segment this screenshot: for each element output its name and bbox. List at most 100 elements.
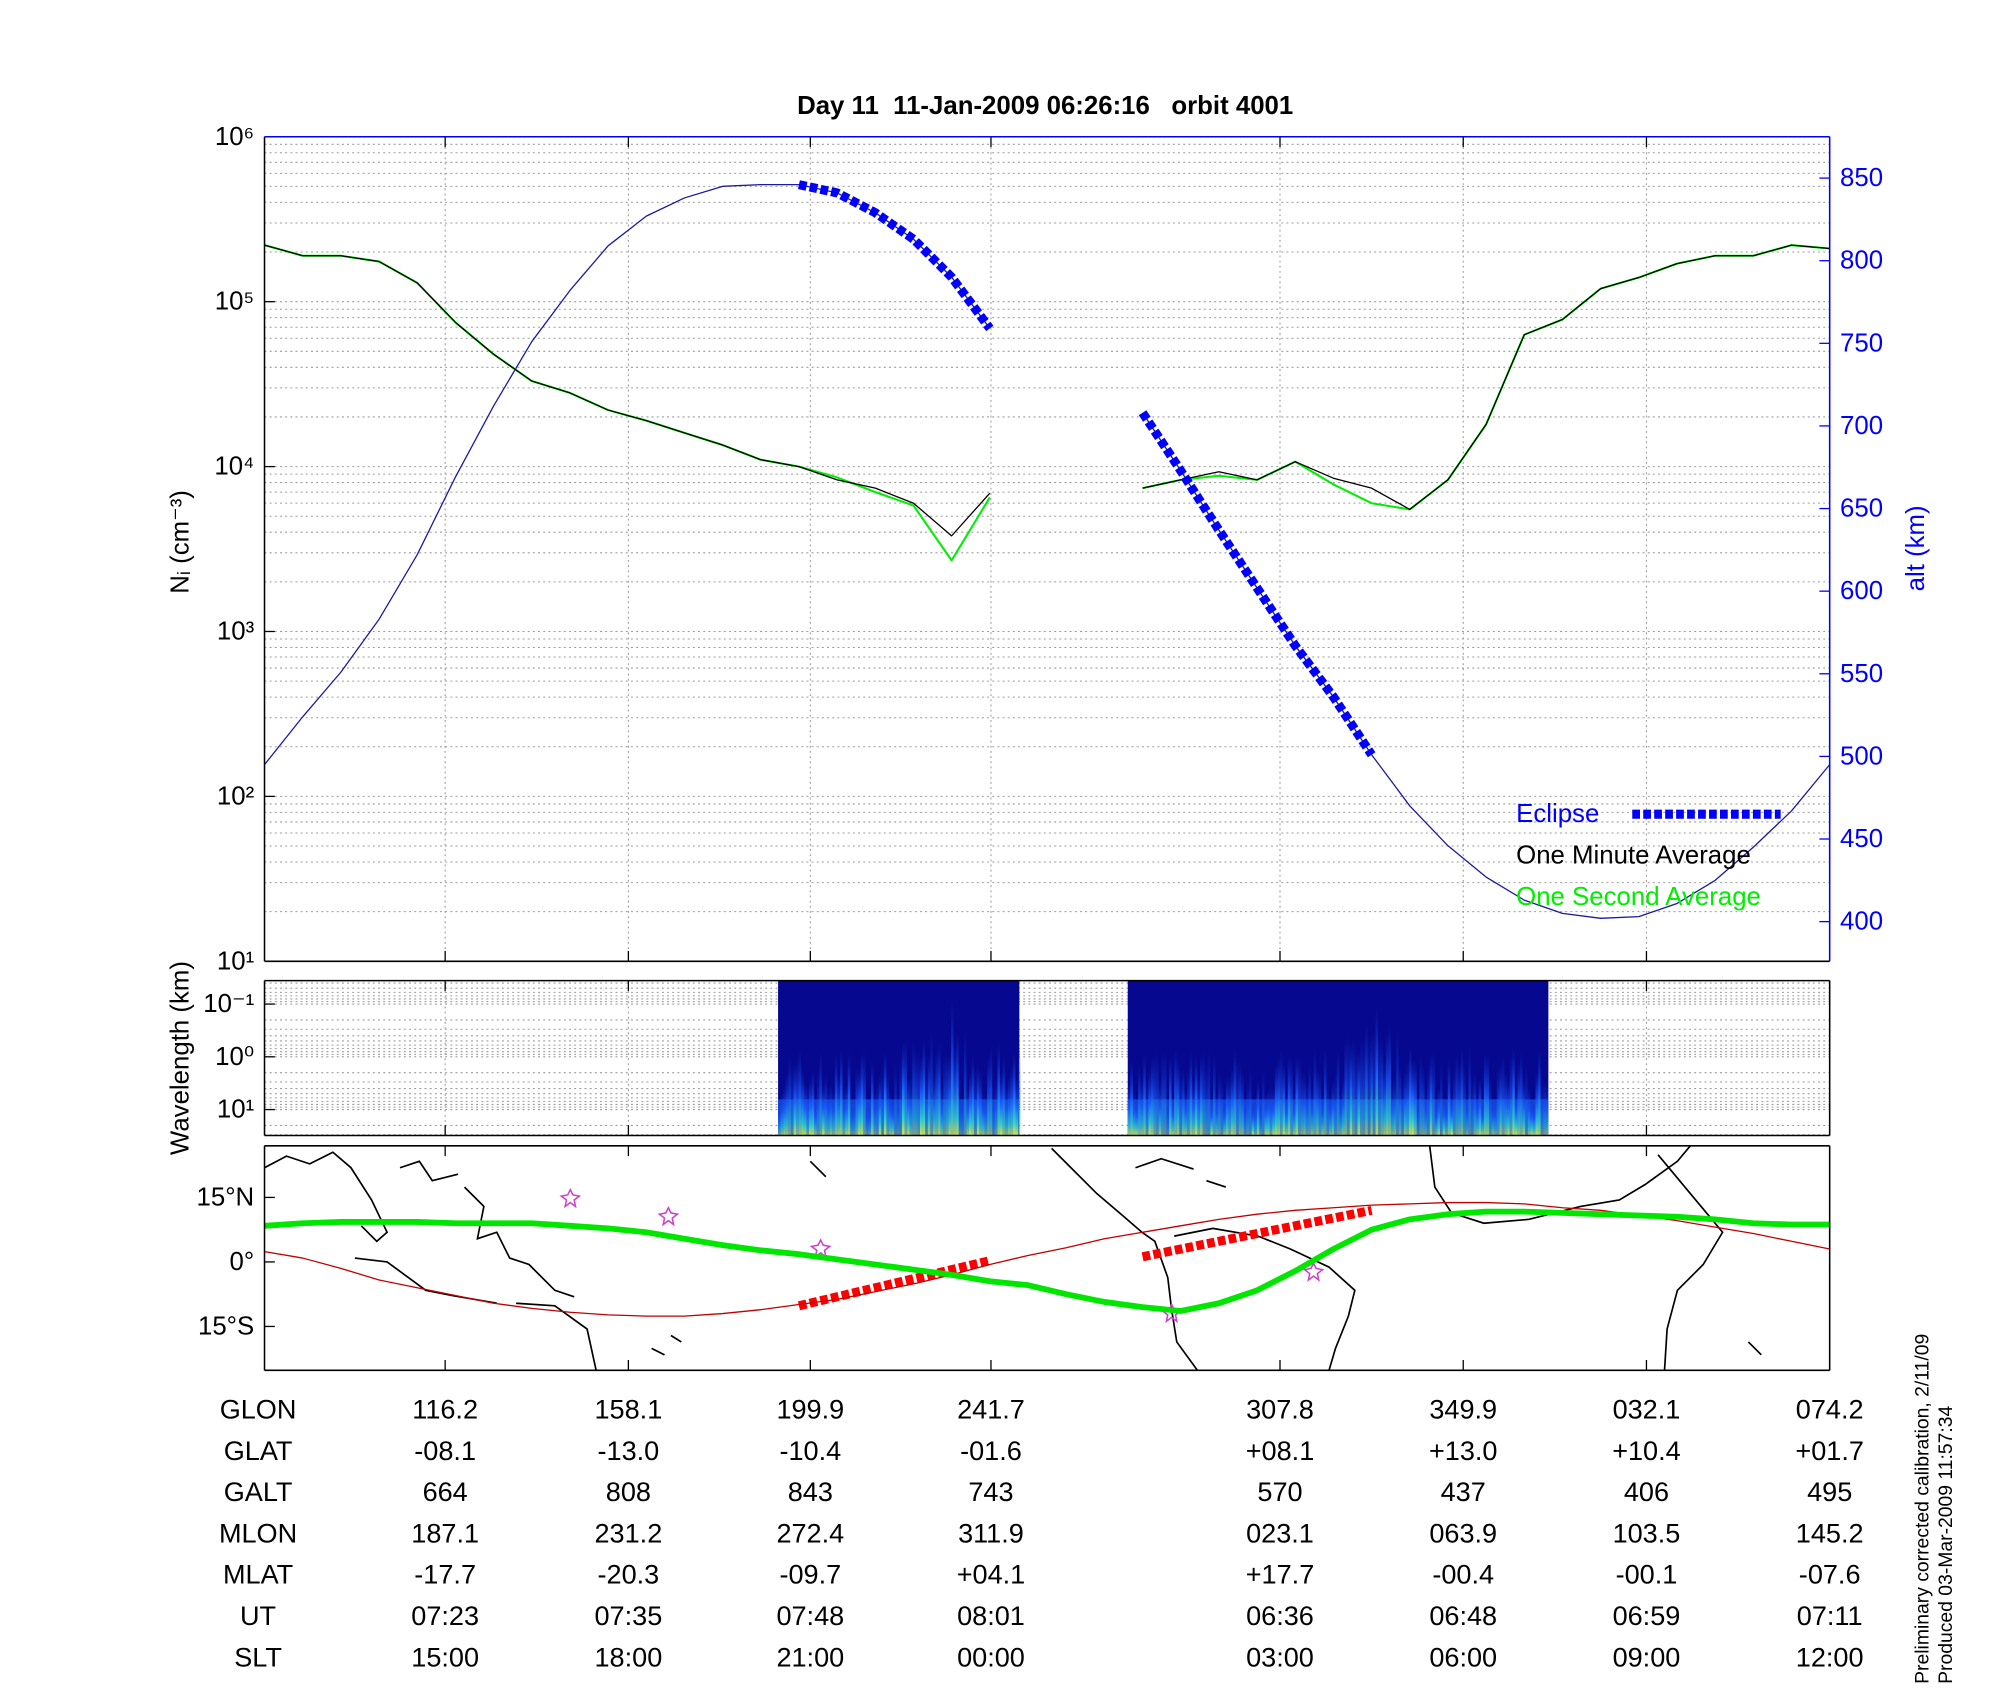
spectrogram-column (901, 1041, 905, 1136)
spectrogram-column (819, 1050, 822, 1136)
y2-tick-label: 600 (1840, 577, 1883, 605)
spectrogram-column (1264, 1093, 1268, 1136)
spectrogram-column (1499, 1061, 1502, 1136)
table-cell: 07:48 (776, 1600, 844, 1631)
spectrogram-column (1292, 1091, 1296, 1136)
spectrogram-column (1470, 1075, 1474, 1136)
spectrogram-column (1015, 1077, 1019, 1136)
spectrogram-column (1378, 1033, 1381, 1136)
spectrogram-column (945, 1052, 949, 1136)
spectrogram-column (1380, 1037, 1384, 1136)
spectrogram-column (837, 1073, 840, 1136)
spectrogram-column (1437, 1087, 1440, 1136)
spectrogram-column (1145, 1078, 1149, 1136)
spectrogram-column (1329, 1093, 1332, 1136)
coastline (516, 1302, 597, 1371)
spectrogram-column (917, 1049, 920, 1136)
table-row-label: GLON (220, 1394, 297, 1425)
spectrogram-column (889, 1090, 892, 1136)
spectrogram-column (1267, 1088, 1270, 1136)
spectrogram-column (1274, 1063, 1278, 1136)
spectrogram-column (1305, 1080, 1309, 1136)
table-row-label: MLAT (223, 1559, 293, 1590)
spectrogram-column (1153, 1052, 1157, 1136)
spectrogram-column (956, 1031, 959, 1136)
table-cell: 063.9 (1429, 1517, 1497, 1548)
footer-note: Preliminary corrected calibration, 2/11/… (1912, 1334, 1934, 1684)
spectrogram-column (1349, 1042, 1353, 1136)
spectrogram-column (1277, 1055, 1280, 1136)
table-cell: 843 (788, 1476, 833, 1507)
y2-tick-label: 650 (1840, 495, 1883, 523)
spectrogram-column (1367, 1032, 1371, 1136)
spectrogram-column (981, 1090, 985, 1136)
spectrogram-column (834, 1053, 838, 1136)
spectrogram-column (821, 1083, 825, 1136)
spectrogram-column (894, 1059, 897, 1136)
table-row-label: GLAT (224, 1435, 293, 1466)
table-cell: 664 (423, 1476, 468, 1507)
y2-tick-label: 450 (1840, 825, 1883, 853)
spectrogram-column (1300, 1070, 1304, 1136)
coastlines (264, 1145, 1762, 1371)
spectrogram-column (883, 1050, 887, 1136)
spectrogram-column (1156, 1049, 1159, 1136)
table-cell: +04.1 (957, 1559, 1026, 1590)
station-star (559, 1187, 582, 1209)
table-row-label: MLON (219, 1517, 297, 1548)
spectrogram-column (1354, 1044, 1358, 1136)
series-line (264, 244, 1830, 562)
spectrogram-column (1429, 1052, 1433, 1136)
spectrogram-column (1313, 1048, 1317, 1136)
spectrogram-column (1424, 1089, 1428, 1136)
spectrogram-column (1517, 1061, 1520, 1136)
spectrogram-column (1007, 1074, 1011, 1136)
spectrogram-column (938, 1041, 941, 1136)
spectrogram-column (1238, 1061, 1242, 1136)
spectrogram-column (1150, 1055, 1154, 1136)
spectrogram-column (814, 1099, 817, 1136)
spectrogram-column (829, 1083, 833, 1136)
table-cell: -07.6 (1799, 1559, 1861, 1590)
spectrogram-column (1194, 1056, 1198, 1136)
spectrogram-column (1525, 1063, 1528, 1136)
table-cell: 307.8 (1246, 1394, 1314, 1425)
spectrogram-column (1218, 1070, 1221, 1136)
table-cell: 032.1 (1613, 1394, 1681, 1425)
spectrogram-column (1383, 1059, 1386, 1136)
spectrogram-column (806, 1083, 810, 1136)
spectrogram-column (1179, 1068, 1182, 1136)
spectrogram-column (1494, 1096, 1497, 1136)
spectrogram-column (979, 1069, 982, 1136)
table-row-label: SLT (234, 1641, 282, 1672)
spectrogram-column (1385, 1032, 1389, 1136)
spectrogram-column (1331, 1079, 1335, 1136)
table-cell: 06:59 (1613, 1600, 1681, 1631)
legend-label: One Second Average (1516, 883, 1761, 911)
spectrogram-column (1336, 1048, 1340, 1136)
y2-tick-label: 400 (1840, 908, 1883, 936)
table-row-label: UT (240, 1600, 276, 1631)
table-cell: 231.2 (595, 1517, 663, 1548)
spectrogram-column (1010, 1064, 1013, 1136)
table-cell: 187.1 (411, 1517, 479, 1548)
y2-tick-label: 750 (1840, 329, 1883, 357)
spectrogram-column (930, 1029, 933, 1136)
spectrogram-column (948, 1053, 951, 1136)
spectrogram-column (1390, 1081, 1394, 1136)
spectrogram-column (1473, 1071, 1477, 1136)
spectrogram-column (1344, 1037, 1348, 1136)
spectrogram-column (1259, 1102, 1262, 1136)
spectrogram-column (1169, 1056, 1172, 1136)
spectrogram-column (1207, 1048, 1211, 1136)
spectrogram-column (914, 1049, 918, 1136)
spectrogram-column (1282, 1061, 1286, 1136)
spectrogram-column (1406, 1059, 1410, 1136)
spectrogram-column (1233, 1047, 1237, 1136)
spectrogram-column (1166, 1096, 1170, 1136)
spectrogram-column (1543, 1079, 1546, 1136)
coastline (354, 1257, 497, 1305)
spectrogram-column (840, 1048, 843, 1136)
spectrogram-column (1409, 1046, 1412, 1136)
